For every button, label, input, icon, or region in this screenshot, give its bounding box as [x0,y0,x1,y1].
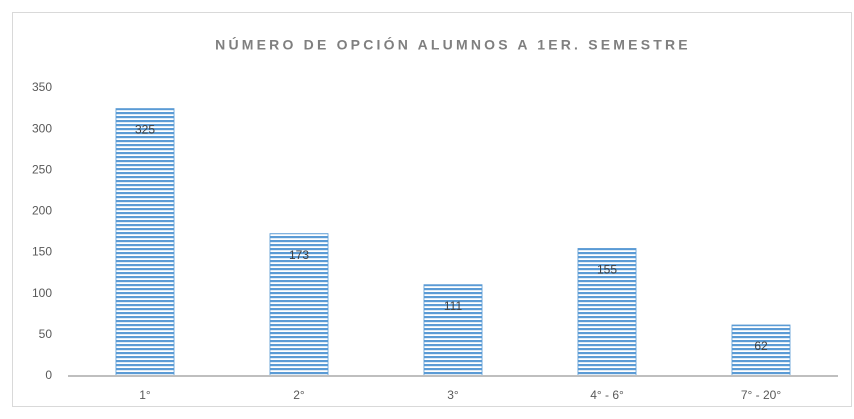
y-tick-label: 200 [32,204,52,218]
x-tick-label: 4° - 6° [590,388,624,402]
bar [115,108,175,377]
bar [423,284,483,377]
x-tick-label: 7° - 20° [741,388,781,402]
y-tick-label: 250 [32,162,52,176]
chart-title: NÚMERO DE OPCIÓN ALUMNOS A 1ER. SEMESTRE [215,36,691,53]
x-tick-label: 1° [139,388,151,402]
bar [269,233,329,377]
y-tick-label: 100 [32,286,52,300]
y-tick-label: 50 [39,327,53,341]
data-label: 173 [289,248,309,262]
y-tick-label: 350 [32,80,52,94]
y-tick-label: 0 [45,368,52,382]
data-label: 111 [444,299,463,313]
data-label: 325 [135,123,155,137]
data-label: 62 [754,339,768,353]
bar [577,248,637,377]
x-tick-label: 2° [293,388,305,402]
y-tick-label: 150 [32,245,52,259]
x-tick-label: 3° [447,388,459,402]
data-label: 155 [597,263,617,277]
y-tick-label: 300 [32,121,52,135]
